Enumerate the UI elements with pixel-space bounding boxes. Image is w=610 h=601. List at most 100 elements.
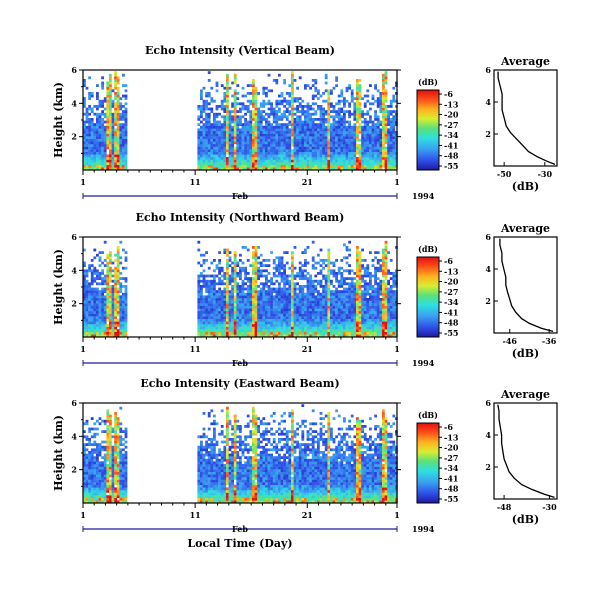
heatmap-cell bbox=[293, 292, 297, 296]
heatmap-cell bbox=[98, 324, 102, 327]
heatmap-cell bbox=[119, 125, 123, 129]
heatmap-cell bbox=[109, 136, 112, 139]
heatmap-cell bbox=[324, 76, 328, 80]
heatmap-cell bbox=[233, 89, 237, 93]
heatmap-cell bbox=[98, 162, 102, 165]
heatmap-cell bbox=[218, 151, 221, 155]
heatmap-cell bbox=[90, 138, 94, 142]
heatmap-cell bbox=[116, 157, 120, 160]
heatmap-cell bbox=[246, 334, 250, 338]
heatmap-cell bbox=[124, 277, 128, 280]
heatmap-cell bbox=[270, 107, 273, 111]
heatmap-cell bbox=[236, 118, 240, 121]
heatmap-cell bbox=[291, 97, 294, 100]
heatmap-cell bbox=[114, 118, 117, 121]
heatmap-cell bbox=[246, 162, 250, 165]
heatmap-cell bbox=[311, 287, 315, 291]
heatmap-cell bbox=[85, 164, 89, 168]
heatmap-cell bbox=[389, 141, 393, 145]
heatmap-cell bbox=[330, 303, 333, 306]
heatmap-cell bbox=[296, 318, 299, 322]
heatmap-cell bbox=[278, 334, 281, 338]
heatmap-cell bbox=[343, 300, 346, 304]
heatmap-cell bbox=[343, 329, 346, 332]
heatmap-cell bbox=[317, 97, 320, 100]
heatmap-cell bbox=[220, 269, 224, 273]
heatmap-cell bbox=[262, 146, 266, 150]
heatmap-cell bbox=[270, 305, 273, 309]
heatmap-cell bbox=[88, 305, 91, 309]
heatmap-cell bbox=[291, 329, 294, 332]
heatmap-cell bbox=[285, 326, 289, 330]
heatmap-cell bbox=[267, 112, 271, 116]
heatmap-cell bbox=[90, 123, 94, 126]
heatmap-cell bbox=[114, 279, 117, 283]
heatmap-cell bbox=[298, 300, 302, 304]
heatmap-cell bbox=[236, 300, 240, 304]
heatmap-cell bbox=[202, 136, 206, 139]
heatmap-cell bbox=[384, 334, 388, 338]
heatmap-cell bbox=[280, 264, 284, 267]
heatmap-cell bbox=[109, 279, 112, 283]
heatmap-cell bbox=[223, 115, 227, 119]
heatmap-cell bbox=[306, 115, 310, 119]
heatmap-cell bbox=[366, 94, 370, 98]
heatmap-cell bbox=[226, 151, 229, 155]
heatmap-cell bbox=[249, 157, 253, 160]
heatmap-cell bbox=[291, 144, 294, 147]
heatmap-cell bbox=[356, 264, 359, 267]
heatmap-cell bbox=[311, 146, 315, 150]
heatmap-cell bbox=[114, 128, 117, 132]
heatmap-cell bbox=[358, 107, 362, 111]
heatmap-cell bbox=[363, 162, 367, 165]
heatmap-cell bbox=[90, 295, 94, 299]
heatmap-cell bbox=[249, 329, 253, 332]
heatmap-cell bbox=[252, 131, 255, 134]
heatmap-cell bbox=[246, 272, 250, 275]
heatmap-cell bbox=[228, 303, 232, 306]
heatmap-cell bbox=[293, 107, 297, 111]
heatmap-cell bbox=[309, 167, 312, 171]
heatmap-cell bbox=[369, 313, 372, 317]
heatmap-cell bbox=[291, 115, 294, 119]
heatmap-cell bbox=[223, 138, 227, 142]
heatmap-cell bbox=[103, 326, 107, 330]
heatmap-cell bbox=[306, 316, 310, 319]
heatmap-cell bbox=[249, 151, 253, 155]
heatmap-cell bbox=[257, 107, 260, 111]
heatmap-cell bbox=[101, 303, 104, 306]
heatmap-cell bbox=[369, 311, 372, 314]
heatmap-cell bbox=[220, 279, 224, 283]
heatmap-cell bbox=[220, 324, 224, 327]
heatmap-cell bbox=[361, 144, 364, 147]
heatmap-cell bbox=[350, 144, 354, 147]
heatmap-cell bbox=[218, 131, 221, 134]
heatmap-cell bbox=[392, 157, 396, 160]
heatmap-cell bbox=[280, 102, 284, 106]
heatmap-cell bbox=[374, 125, 377, 129]
heatmap-cell bbox=[246, 277, 250, 280]
heatmap-cell bbox=[218, 331, 221, 335]
heatmap-cell bbox=[88, 144, 91, 147]
heatmap-cell bbox=[343, 321, 346, 325]
heatmap-cell bbox=[353, 107, 357, 111]
heatmap-cell bbox=[114, 272, 117, 275]
heatmap-cell bbox=[241, 102, 245, 106]
heatmap-cell bbox=[231, 287, 234, 291]
heatmap-cell bbox=[358, 259, 362, 262]
heatmap-cell bbox=[348, 248, 351, 252]
heatmap-cell bbox=[280, 266, 284, 270]
heatmap-cell bbox=[382, 298, 385, 301]
heatmap-cell bbox=[369, 274, 372, 278]
heatmap-cell bbox=[124, 144, 128, 147]
heatmap-cell bbox=[106, 298, 110, 301]
heatmap-cell bbox=[332, 298, 336, 301]
heatmap-cell bbox=[283, 272, 286, 275]
heatmap-cell bbox=[90, 128, 94, 132]
heatmap-cell bbox=[265, 125, 268, 129]
heatmap-cell bbox=[314, 261, 318, 265]
heatmap-cell bbox=[332, 321, 336, 325]
heatmap-cell bbox=[213, 290, 216, 293]
heatmap-cell bbox=[275, 136, 279, 139]
heatmap-cell bbox=[207, 326, 211, 330]
